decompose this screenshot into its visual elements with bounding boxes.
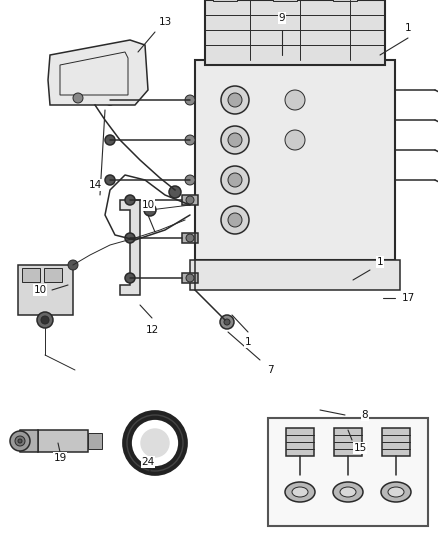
Text: 8: 8 bbox=[362, 410, 368, 420]
Circle shape bbox=[37, 312, 53, 328]
Bar bbox=[382, 428, 410, 456]
Text: 1: 1 bbox=[405, 23, 411, 33]
Circle shape bbox=[105, 175, 115, 185]
Circle shape bbox=[185, 135, 195, 145]
Circle shape bbox=[186, 234, 194, 242]
Circle shape bbox=[228, 133, 242, 147]
Bar bbox=[44, 268, 62, 282]
Ellipse shape bbox=[388, 487, 404, 497]
Ellipse shape bbox=[333, 482, 363, 502]
Circle shape bbox=[105, 95, 115, 105]
Text: 1: 1 bbox=[245, 337, 251, 347]
Circle shape bbox=[169, 186, 181, 198]
Circle shape bbox=[15, 436, 25, 446]
Text: 7: 7 bbox=[267, 365, 273, 375]
Bar bbox=[205, 0, 385, 65]
Bar bbox=[18, 265, 73, 315]
Bar bbox=[182, 273, 198, 283]
Circle shape bbox=[18, 439, 22, 443]
Circle shape bbox=[125, 195, 135, 205]
Circle shape bbox=[228, 93, 242, 107]
Circle shape bbox=[224, 319, 230, 325]
Text: 12: 12 bbox=[145, 325, 159, 335]
Bar bbox=[88, 433, 102, 449]
Circle shape bbox=[220, 315, 234, 329]
Text: 19: 19 bbox=[53, 453, 67, 463]
Ellipse shape bbox=[292, 487, 308, 497]
Text: 15: 15 bbox=[353, 443, 367, 453]
Bar bbox=[268, 418, 428, 526]
Circle shape bbox=[228, 173, 242, 187]
Ellipse shape bbox=[381, 482, 411, 502]
Circle shape bbox=[221, 166, 249, 194]
Bar bbox=[286, 428, 314, 456]
Circle shape bbox=[41, 316, 49, 324]
Circle shape bbox=[285, 90, 305, 110]
Circle shape bbox=[68, 260, 78, 270]
Circle shape bbox=[186, 274, 194, 282]
Circle shape bbox=[141, 429, 169, 457]
Text: 13: 13 bbox=[159, 17, 172, 27]
Bar bbox=[334, 428, 362, 456]
Text: 10: 10 bbox=[141, 200, 155, 210]
Circle shape bbox=[228, 213, 242, 227]
Circle shape bbox=[125, 273, 135, 283]
Circle shape bbox=[185, 175, 195, 185]
Ellipse shape bbox=[285, 482, 315, 502]
Text: 24: 24 bbox=[141, 457, 155, 467]
Bar bbox=[195, 60, 395, 260]
Text: 9: 9 bbox=[279, 13, 285, 23]
Circle shape bbox=[105, 135, 115, 145]
Circle shape bbox=[144, 204, 156, 216]
Circle shape bbox=[125, 233, 135, 243]
Circle shape bbox=[185, 95, 195, 105]
Polygon shape bbox=[18, 430, 38, 452]
Circle shape bbox=[221, 86, 249, 114]
Circle shape bbox=[186, 196, 194, 204]
Circle shape bbox=[73, 93, 83, 103]
Bar bbox=[333, 0, 357, 1]
Circle shape bbox=[10, 431, 30, 451]
Bar bbox=[22, 268, 40, 282]
Polygon shape bbox=[120, 200, 140, 295]
Bar bbox=[182, 233, 198, 243]
Polygon shape bbox=[48, 40, 148, 105]
Bar bbox=[213, 0, 237, 1]
Circle shape bbox=[285, 130, 305, 150]
Text: 17: 17 bbox=[401, 293, 415, 303]
Bar bbox=[190, 260, 400, 290]
Text: 10: 10 bbox=[33, 285, 46, 295]
Text: 1: 1 bbox=[377, 257, 383, 267]
Circle shape bbox=[221, 206, 249, 234]
Circle shape bbox=[221, 126, 249, 154]
Ellipse shape bbox=[340, 487, 356, 497]
Bar bbox=[182, 195, 198, 205]
Bar bbox=[273, 0, 297, 1]
Bar bbox=[38, 430, 88, 452]
Text: 14: 14 bbox=[88, 180, 102, 190]
